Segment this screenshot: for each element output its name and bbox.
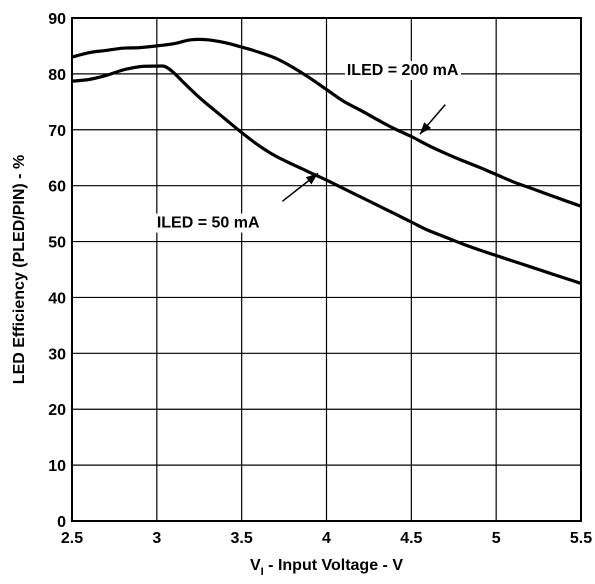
y-tick-label: 20: [48, 402, 66, 419]
y-tick-label: 30: [48, 346, 66, 363]
x-tick-label: 2.5: [61, 530, 83, 547]
series-line-1: [71, 64, 582, 286]
series-annotation-label: ILED = 200 mA: [347, 62, 459, 79]
annotation-arrowhead: [305, 173, 319, 185]
y-tick-label: 50: [48, 235, 66, 252]
annotations: ILED = 200 mA ILED = 50 mA: [154, 61, 461, 233]
x-tick-label: 5: [492, 530, 501, 547]
annotation-arrowhead: [419, 122, 432, 135]
x-axis-title-symbol: V: [250, 557, 261, 574]
y-axis-title: LED Efficiency (PLED/PIN) - %: [11, 155, 28, 384]
x-tick-labels: 2.5 3 3.5 4 4.5 5 5.5: [61, 530, 592, 547]
y-tick-label: 40: [48, 290, 66, 307]
grid-lines: [71, 17, 582, 522]
x-axis-title: VI - Input Voltage - V: [250, 557, 403, 578]
series-lines: [71, 37, 582, 286]
x-tick-label: 4.5: [400, 530, 422, 547]
x-axis-title-rest: - Input Voltage - V: [264, 557, 404, 574]
annotation-background: [344, 61, 461, 81]
series-line-0: [71, 37, 582, 208]
y-tick-label: 70: [48, 123, 66, 140]
x-tick-label: 3.5: [231, 530, 253, 547]
x-axis-title-subscript: I: [261, 566, 264, 578]
plot-frame: [71, 17, 582, 522]
y-tick-labels: 0 10 20 30 40 50 60 70 80 90: [48, 11, 66, 531]
y-tick-label: 90: [48, 11, 66, 28]
x-tick-label: 4: [322, 530, 331, 547]
y-tick-label: 0: [57, 514, 66, 531]
annotation-background: [154, 213, 262, 233]
x-tick-label: 5.5: [570, 530, 592, 547]
y-tick-label: 80: [48, 67, 66, 84]
x-tick-label: 3: [152, 530, 161, 547]
y-tick-label: 60: [48, 179, 66, 196]
y-tick-label: 10: [48, 458, 66, 475]
series-annotation-label: ILED = 50 mA: [157, 215, 260, 232]
